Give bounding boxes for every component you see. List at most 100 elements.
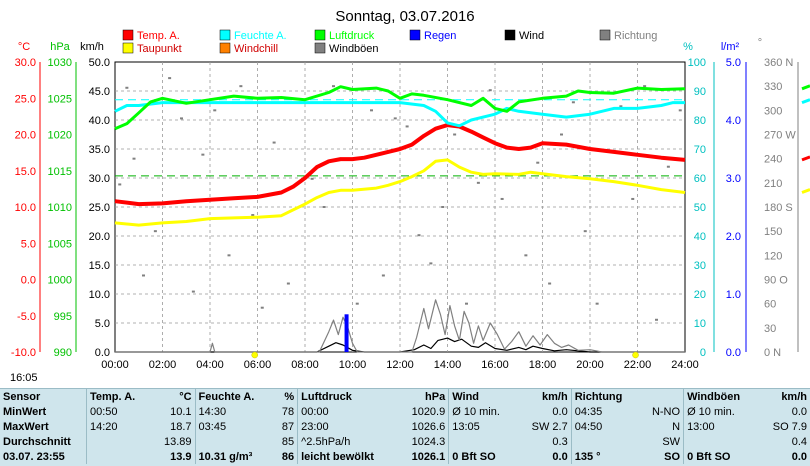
- edge-indicator: [801, 98, 810, 105]
- stats-header-row: Sensor Temp. A. °C Feuchte A. % Luftdruc…: [0, 389, 810, 404]
- legend-label: Luftdruck: [329, 30, 375, 42]
- cell: ^2.5hPa/h: [297, 434, 398, 449]
- stats-row-min: MinWert 00:50 10.1 14:30 78 00:00 1020.9…: [0, 404, 810, 419]
- cell: [85, 449, 152, 464]
- y-tick-label-temp: 0.0: [21, 275, 36, 287]
- richtung-point: [370, 109, 373, 112]
- y-tick-label-temp: 10.0: [15, 202, 36, 214]
- x-tick-label: 20:00: [576, 359, 604, 371]
- cell: 1026.6: [411, 420, 446, 433]
- richtung-point: [405, 125, 409, 128]
- y-tick-label-dir: 270 W: [764, 130, 796, 142]
- y-tick-label-dir: 360 N: [764, 57, 793, 69]
- y-tick-label-hum: 50: [694, 202, 706, 214]
- cell: 0 Bft SO: [683, 449, 759, 464]
- richtung-point: [286, 282, 290, 285]
- cell: 0.0: [552, 450, 568, 463]
- richtung-point: [142, 274, 145, 277]
- y-tick-label-wind: 5.0: [95, 318, 110, 330]
- richtung-point: [213, 109, 217, 112]
- richtung-point: [322, 206, 326, 208]
- y-tick-label-press: 1015: [48, 166, 72, 178]
- x-tick-label: 24:00: [671, 359, 699, 371]
- cell: SO: [664, 450, 681, 463]
- header-pressure: Luftdruck: [297, 389, 398, 404]
- y-tick-label-hum: 40: [694, 231, 706, 243]
- y-tick-label-press: 995: [54, 311, 72, 323]
- y-tick-label-press: 990: [54, 347, 72, 359]
- richtung-point: [536, 161, 540, 164]
- cell: 0.3: [552, 435, 568, 448]
- series-line-luftdruck: [114, 85, 686, 131]
- y-tick-label-temp: 5.0: [21, 238, 36, 250]
- cell: [85, 434, 152, 449]
- y-tick-label-press: 1000: [48, 275, 72, 287]
- cell: 13.89: [164, 435, 192, 448]
- legend-swatch: [219, 42, 231, 54]
- cell: 23:00: [297, 419, 398, 434]
- series-line-windb-en: [115, 299, 685, 353]
- richtung-point: [488, 89, 492, 92]
- cell: 0.0: [791, 405, 807, 418]
- axis-unit-pressure: hPa: [50, 41, 70, 53]
- y-tick-label-hum: 90: [694, 86, 706, 98]
- cell: 00:50: [85, 404, 152, 419]
- richtung-point: [643, 85, 647, 88]
- axis-unit-labels: °C hPa km/h% l/m² °: [18, 37, 762, 53]
- cell: 10.31 g/m³: [194, 449, 274, 464]
- cell: 14:30: [194, 404, 274, 419]
- richtung-point: [239, 85, 243, 88]
- richtung-point: [310, 177, 314, 180]
- y-tick-label-wind: 20.0: [89, 231, 110, 243]
- cell: [448, 434, 518, 449]
- legend-label: Richtung: [614, 30, 657, 42]
- x-tick-label: 12:00: [386, 359, 414, 371]
- y-tick-label-rain: 0.0: [726, 347, 741, 359]
- stats-row-avg: Durchschnitt 13.89 85 ^2.5hPa/h 1024.3 0…: [0, 434, 810, 449]
- richtung-point: [168, 77, 172, 80]
- richtung-point: [381, 274, 385, 277]
- legend-swatch: [314, 42, 326, 54]
- cell: 1024.3: [411, 435, 446, 448]
- axis-unit-humidity: %: [683, 41, 693, 53]
- y-tick-label-hum: 60: [694, 173, 706, 185]
- y-tick-label-press: 1020: [48, 130, 72, 142]
- legend-swatch: [504, 29, 516, 41]
- richtung-point: [118, 183, 122, 186]
- richtung-point: [655, 318, 658, 321]
- x-tick-label: 18:00: [529, 359, 557, 371]
- y-tick-label-wind: 25.0: [89, 202, 110, 214]
- legend-swatch: [122, 29, 134, 41]
- cell: 13:05: [448, 419, 518, 434]
- richtung-point: [524, 254, 528, 257]
- series-line-wind: [115, 337, 685, 353]
- richtung-point: [251, 214, 255, 217]
- cell: 87: [281, 420, 295, 433]
- legend-swatch: [599, 29, 611, 41]
- y-tick-label-press: 1005: [48, 238, 72, 250]
- richtung-point: [201, 153, 205, 156]
- y-tick-label-wind: 30.0: [89, 173, 110, 185]
- richtung-point: [666, 165, 670, 168]
- y-tick-label-dir: 300: [764, 105, 782, 117]
- edge-indicators: [251, 84, 810, 359]
- cell: 78: [281, 405, 295, 418]
- y-tick-label-hum: 10: [694, 318, 706, 330]
- header-wind-unit: km/h: [542, 390, 568, 403]
- richtung-point: [132, 157, 136, 160]
- cell: 135 °: [570, 449, 640, 464]
- cell: 0.0: [552, 405, 568, 418]
- y-tick-label-rain: 4.0: [726, 115, 741, 127]
- richtung-point: [180, 117, 183, 120]
- chart-title: Sonntag, 03.07.2016: [335, 8, 474, 25]
- cell: Ø 10 min.: [683, 404, 759, 419]
- richtung-point: [125, 86, 129, 89]
- header-temp: Temp. A.: [85, 389, 152, 404]
- richtung-point: [500, 197, 504, 200]
- legend-label: Taupunkt: [137, 43, 182, 55]
- edge-indicator: [801, 155, 810, 162]
- x-tick-label: 22:00: [624, 359, 652, 371]
- y-axis-ticks: 30.025.020.015.010.05.00.0-5.0-10.010301…: [11, 57, 799, 359]
- richtung-point: [595, 302, 599, 305]
- richtung-point: [583, 230, 587, 233]
